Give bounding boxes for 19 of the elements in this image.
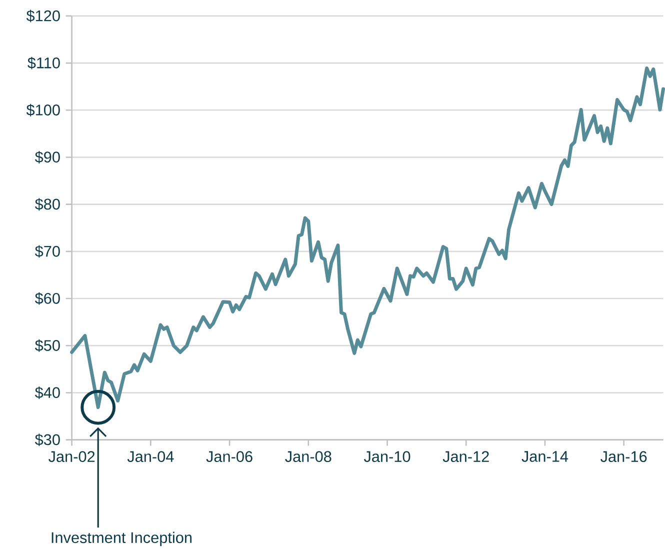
x-tick-label: Jan-12 (442, 451, 489, 462)
y-tick-label: $90 (34, 151, 60, 164)
x-tick-label: Jan-16 (600, 451, 647, 462)
x-tick-label: Jan-10 (364, 451, 410, 462)
x-tick-label: Jan-04 (127, 451, 174, 462)
y-tick-label: $60 (34, 292, 60, 306)
x-tick-label: Jan-08 (285, 451, 332, 462)
y-tick-label: $100 (26, 104, 60, 117)
y-tick-label: $70 (34, 245, 60, 258)
text: Investment Inception (52, 532, 192, 546)
y-tick-label: $50 (34, 340, 60, 352)
y-tick-label: $110 (28, 57, 60, 70)
x-tick-label: Jan-14 (522, 451, 568, 462)
y-tick-label: $30 (34, 434, 60, 446)
y-tick-label: $80 (34, 198, 60, 211)
y-tick-label: $40 (34, 386, 60, 400)
x-tick-label: Jan-02 (48, 451, 95, 462)
y-tick-label: $120 (26, 10, 60, 22)
x-tick-label: Jan-06 (206, 451, 252, 462)
